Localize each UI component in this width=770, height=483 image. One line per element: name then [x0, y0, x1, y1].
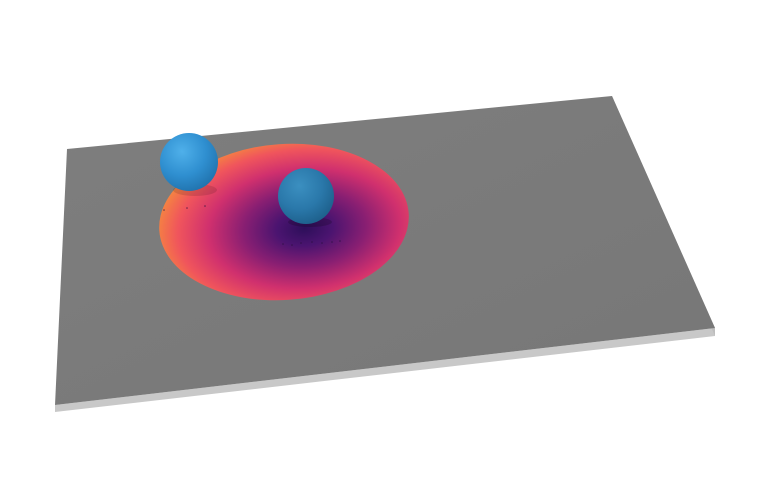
heatmap-patch[interactable] — [154, 135, 414, 308]
sphere-1[interactable] — [160, 133, 218, 191]
heatmap-speckles — [163, 205, 341, 246]
plane-front-edge — [55, 328, 715, 412]
sphere-2[interactable] — [278, 168, 334, 224]
